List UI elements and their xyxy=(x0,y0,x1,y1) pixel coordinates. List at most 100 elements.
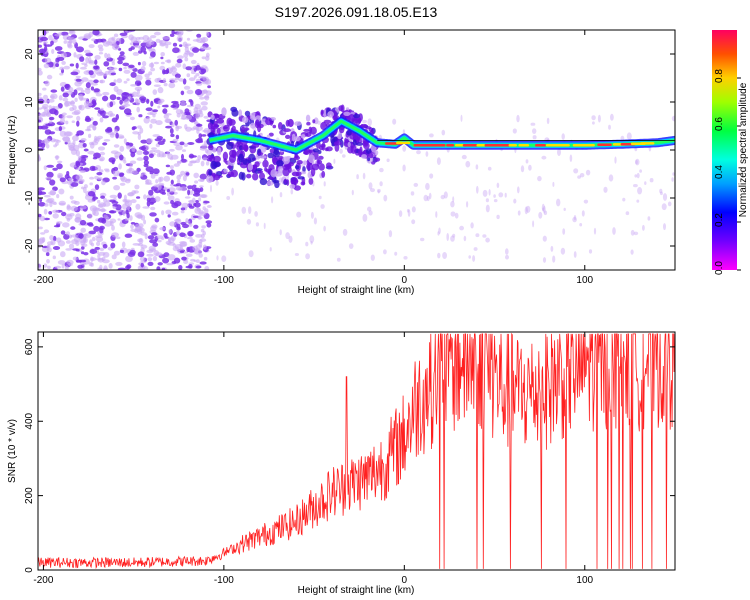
speckle xyxy=(532,135,537,140)
scint-blob xyxy=(254,161,260,168)
noise-blob xyxy=(54,46,63,51)
speckle xyxy=(342,154,346,158)
noise-blob xyxy=(111,232,119,238)
speckle xyxy=(438,227,441,235)
colorbar-label: Normalized spectral amplitude xyxy=(738,82,749,217)
noise-blob xyxy=(97,146,106,151)
noise-blob xyxy=(136,196,141,199)
noise-blob xyxy=(44,45,48,52)
speckle xyxy=(226,196,231,200)
noise-blob xyxy=(171,30,175,35)
noise-blob xyxy=(39,197,43,203)
scint-blob xyxy=(361,154,367,159)
noise-blob xyxy=(54,265,62,269)
noise-blob xyxy=(162,108,168,114)
noise-blob xyxy=(70,226,76,230)
noise-blob xyxy=(191,65,196,69)
speckle xyxy=(461,154,467,160)
noise-blob xyxy=(111,61,116,66)
scint-blob xyxy=(241,144,249,151)
noise-blob xyxy=(91,236,96,242)
scint-blob xyxy=(258,152,264,156)
scint-blob xyxy=(244,110,251,117)
speckle xyxy=(496,182,500,188)
noise-blob xyxy=(62,97,69,102)
noise-blob xyxy=(43,63,50,69)
noise-blob xyxy=(205,55,210,61)
scint-blob xyxy=(210,160,217,170)
noise-blob xyxy=(195,89,202,96)
speckle xyxy=(525,205,531,213)
noise-blob xyxy=(147,235,155,240)
noise-blob xyxy=(184,108,190,114)
noise-blob xyxy=(158,182,165,187)
noise-blob xyxy=(148,189,154,196)
speckle xyxy=(436,157,441,166)
figure-title: S197.2026.091.18.05.E13 xyxy=(275,4,438,20)
noise-blob xyxy=(69,30,74,34)
noise-blob xyxy=(47,197,55,203)
speckle xyxy=(428,192,432,200)
speckle xyxy=(472,255,476,262)
speckle xyxy=(435,211,438,218)
speckle xyxy=(649,178,654,183)
y-tick-label: 20 xyxy=(24,48,35,60)
noise-blob xyxy=(186,246,190,253)
noise-blob xyxy=(198,197,202,202)
speckle xyxy=(591,115,596,121)
speckle xyxy=(320,204,325,209)
noise-blob xyxy=(48,105,52,110)
scint-blob xyxy=(359,146,363,155)
scint-blob xyxy=(365,148,372,155)
noise-blob xyxy=(123,99,129,105)
noise-blob xyxy=(46,164,54,168)
noise-blob xyxy=(98,52,104,55)
speckle xyxy=(475,233,480,238)
noise-blob xyxy=(102,251,110,258)
noise-blob xyxy=(118,67,123,72)
noise-blob xyxy=(75,160,80,166)
speckle xyxy=(440,194,445,200)
noise-blob xyxy=(172,107,179,110)
noise-blob xyxy=(187,185,194,190)
noise-blob xyxy=(193,75,197,79)
noise-blob xyxy=(71,111,80,116)
noise-blob xyxy=(153,184,160,188)
scint-blob xyxy=(240,126,246,134)
noise-blob xyxy=(52,246,61,250)
noise-blob xyxy=(180,100,186,107)
speckle xyxy=(557,148,561,156)
noise-blob xyxy=(147,39,155,46)
speckle xyxy=(411,206,416,213)
speckle xyxy=(572,216,577,223)
speckle xyxy=(630,229,635,236)
noise-blob xyxy=(103,197,108,203)
noise-blob xyxy=(193,224,199,229)
noise-blob xyxy=(176,58,183,64)
noise-blob xyxy=(45,176,52,180)
noise-blob xyxy=(153,31,161,36)
noise-blob xyxy=(206,149,213,156)
noise-blob xyxy=(179,250,185,253)
noise-blob xyxy=(59,66,65,71)
noise-blob xyxy=(113,33,119,38)
noise-blob xyxy=(177,55,184,60)
noise-blob xyxy=(180,158,187,163)
colorbar-ticks: 0.0 0.2 0.4 0.6 0.8 xyxy=(714,69,741,275)
speckle xyxy=(620,135,625,141)
noise-blob xyxy=(168,237,172,242)
noise-blob xyxy=(78,259,87,263)
noise-blob xyxy=(129,163,133,168)
speckle xyxy=(402,129,405,135)
noise-blob xyxy=(172,243,177,247)
noise-blob xyxy=(196,123,203,127)
noise-blob xyxy=(79,219,87,226)
noise-blob xyxy=(48,116,55,121)
noise-blob xyxy=(75,62,79,69)
noise-blob xyxy=(75,248,80,252)
scint-blob xyxy=(323,119,332,124)
scint-blob xyxy=(355,142,364,146)
noise-blob xyxy=(146,253,154,257)
noise-blob xyxy=(115,261,123,266)
noise-blob xyxy=(100,107,104,111)
